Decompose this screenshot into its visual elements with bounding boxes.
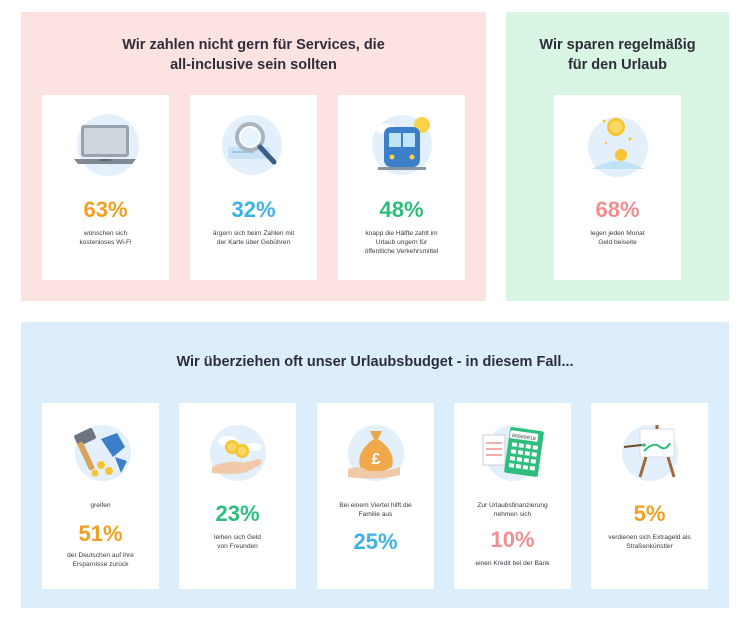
hammer-piggybank-icon [42,417,159,487]
stat-description: legen jeden Monat Geld beiseite [564,229,671,247]
svg-text:£: £ [371,451,380,468]
stat-description: knapp die Hälfte zahlt im Urlaub ungern … [348,229,455,256]
services-heading-line1: Wir zahlen nicht gern für Services, die [122,37,385,53]
stat-value: 63% [83,197,128,222]
stat-pre-text: Zur Urlaubsfinanzierung nehmen sich [464,501,561,519]
stat-text-line: Geld beiseite [598,239,637,246]
magnifier-card-icon [190,109,317,179]
stat-description: einen Kredit bei der Bank [464,559,561,568]
stat-text-line: greifen [90,502,111,509]
stat-text-line: von Freunden [217,543,258,550]
stat-value: 68% [595,197,640,222]
stat-text-line: Zur Urlaubsfinanzierung [477,502,548,509]
stat-value: 5% [633,501,666,526]
stat-text-line: leihen sich Geld [214,534,261,541]
stat-description: leihen sich Geld von Freunden [189,533,286,551]
stat-text-line: Urlaub ungern für [375,239,428,246]
stat-value: 10% [490,527,535,552]
stat-text-line: Ersparnisse zurück [72,561,129,568]
hand-coins-icon [179,417,296,487]
stat-card-savings-withdrawal: greifen 51% der Deutschen auf ihre Erspa… [42,403,159,589]
stat-text-line: kostenloses Wi-Fi [79,239,132,246]
services-heading-line2: all-inclusive sein sollten [170,57,337,73]
stat-description: wünschen sich kostenloses Wi-Fi [52,229,159,247]
stat-value: 32% [231,197,276,222]
calc-display-text: 06669910 [511,433,536,442]
stat-card-transport: 48% knapp die Hälfte zahlt im Urlaub ung… [338,95,465,280]
services-panel: Wir zahlen nicht gern für Services, die … [21,12,486,301]
stat-card-friends: 23% leihen sich Geld von Freunden [179,403,296,589]
stat-value: 25% [353,529,398,554]
pound-moneybag-icon: £ [317,417,434,487]
stat-text-line: öffentliche Verkehrsmittel [364,248,439,255]
stat-pre-text: greifen [52,501,149,510]
calculator-icon: 06669910 [454,417,571,487]
stat-text-line: einen Kredit bei der Bank [475,560,550,567]
stat-value: 48% [379,197,424,222]
stat-description: ärgern sich beim Zahlen mit der Karte üb… [200,229,307,247]
budget-panel: Wir überziehen oft unser Urlaubsbudget -… [21,322,729,608]
stat-text-line: nehmen sich [493,511,532,518]
stat-text-line: der Karte über Gebühren [216,239,291,246]
stat-description: der Deutschen auf ihre Ersparnisse zurüc… [52,551,149,569]
falling-coins-icon [554,109,681,179]
stat-card-card-fees: 32% ärgern sich beim Zahlen mit der Kart… [190,95,317,280]
savings-heading-line1: Wir sparen regelmäßig [539,37,696,53]
stat-pre-text: Bei einem Viertel hilft die Familie aus [327,501,424,519]
savings-panel: Wir sparen regelmäßig für den Urlaub 68%… [506,12,729,301]
stat-card-wifi: 63% wünschen sich kostenloses Wi-Fi [42,95,169,280]
stat-card-street-artist: 5% verdienen sich Extrageld als Straßenk… [591,403,708,589]
stat-card-savings: 68% legen jeden Monat Geld beiseite [554,95,681,280]
laptop-icon [42,109,169,179]
services-heading: Wir zahlen nicht gern für Services, die … [21,35,486,75]
stat-value: 51% [78,521,123,546]
train-icon [338,109,465,179]
stat-text-line: Bei einem Viertel hilft die [339,502,412,509]
stat-value: 23% [215,501,260,526]
budget-heading: Wir überziehen oft unser Urlaubsbudget -… [176,354,574,370]
savings-heading: Wir sparen regelmäßig für den Urlaub [506,35,729,75]
stat-text-line: ärgern sich beim Zahlen mit [212,230,295,237]
savings-heading-line2: für den Urlaub [567,57,668,73]
stat-text-line: Familie aus [358,511,393,518]
stat-text-line: wünschen sich [83,230,128,237]
stat-card-family: £ Bei einem Viertel hilft die Familie au… [317,403,434,589]
stat-text-line: Straßenkünstler [626,543,673,550]
stat-text-line: verdienen sich Extrageld als [608,534,691,541]
stat-card-bank-loan: 06669910 Zur Urlaubsfinanzierung nehmen … [454,403,571,589]
stat-text-line: knapp die Hälfte zahlt im [365,230,438,237]
stat-description: verdienen sich Extrageld als Straßenküns… [601,533,698,551]
stat-text-line: legen jeden Monat [590,230,645,237]
easel-icon [591,417,708,487]
stat-text-line: der Deutschen auf ihre [67,552,134,559]
